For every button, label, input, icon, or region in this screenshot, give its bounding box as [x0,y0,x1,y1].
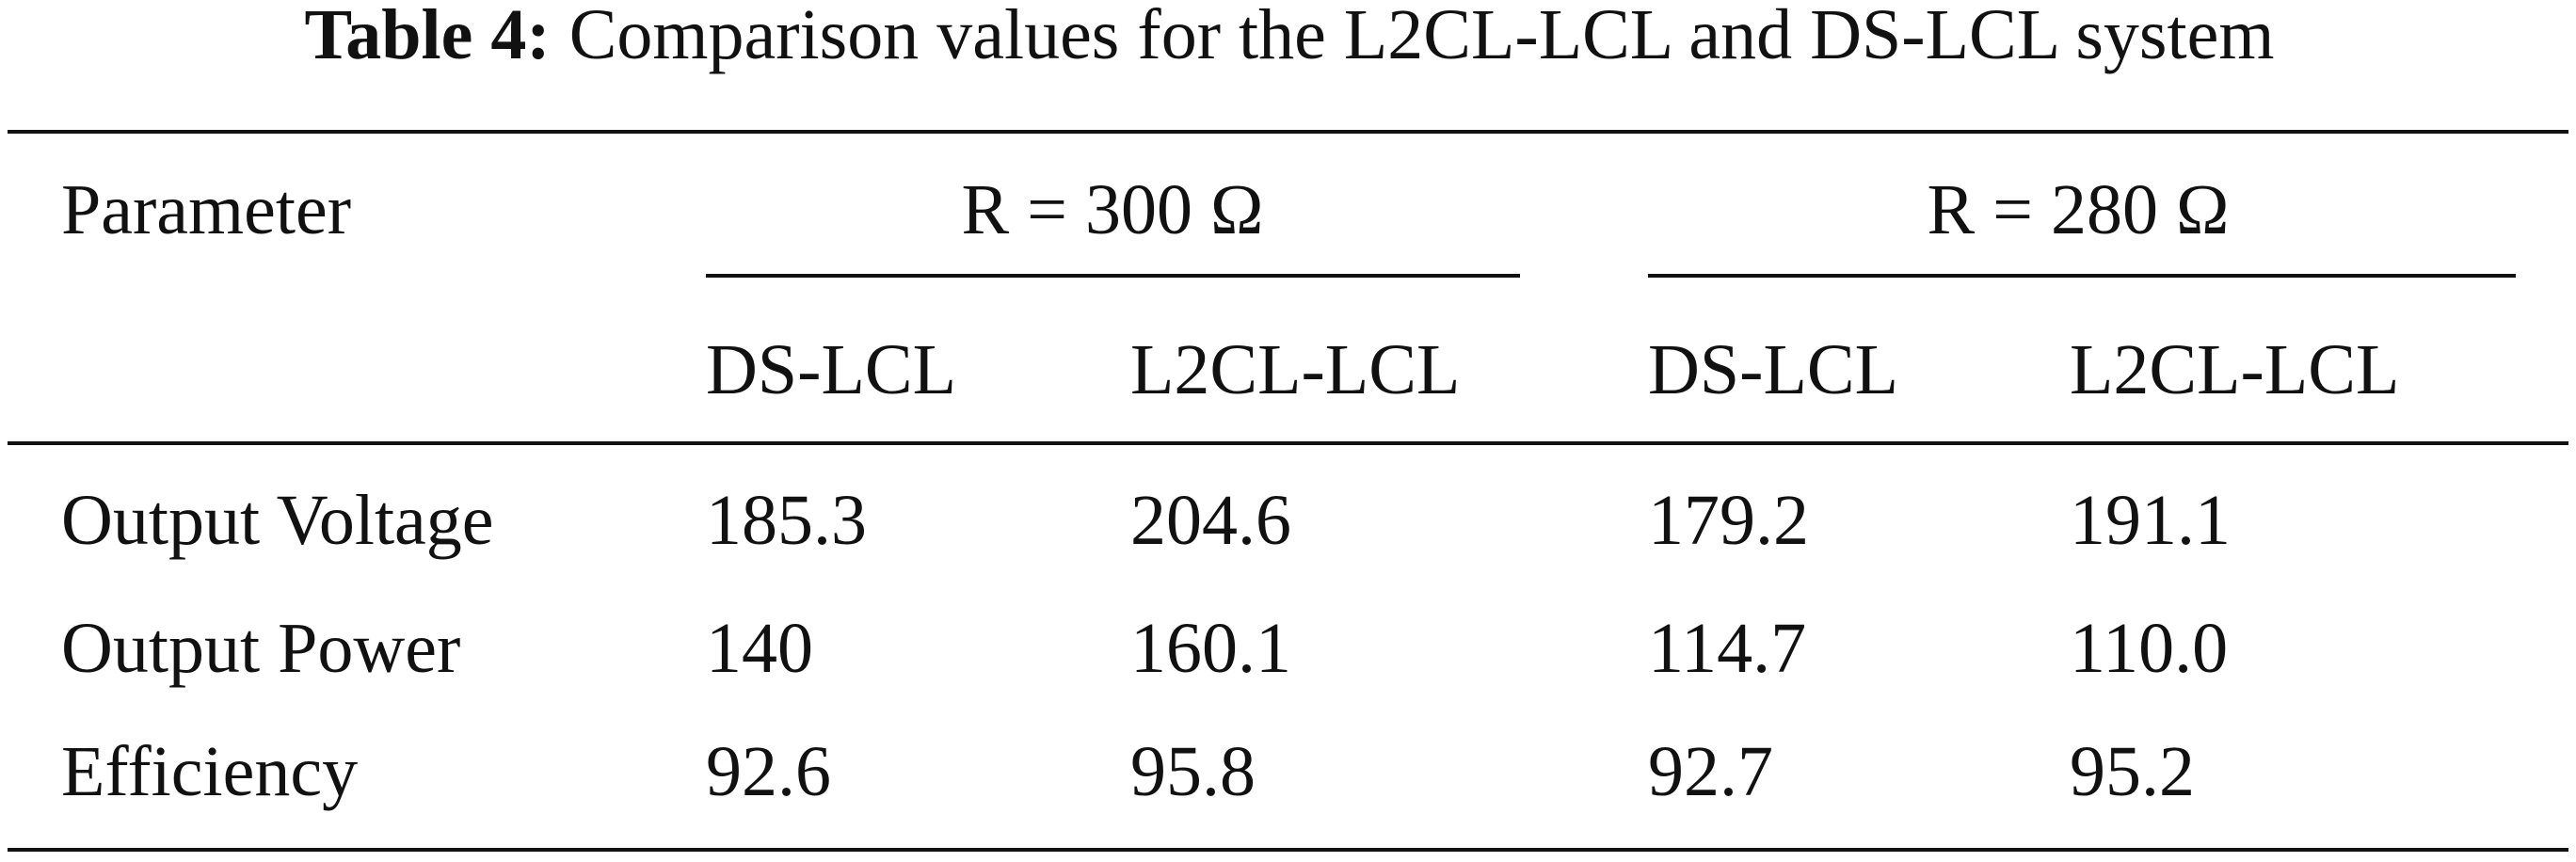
cell: 92.7 [1648,732,1773,811]
column-header: Parameter [61,170,351,249]
cell: 92.6 [706,732,831,811]
cell: 114.7 [1648,609,1806,688]
subheader: DS-LCL [706,330,956,409]
cell: 160.1 [1130,609,1291,688]
row-label: Output Power [61,609,460,688]
caption-label: Table 4: [305,0,551,74]
cell: 191.1 [2070,481,2231,560]
group-header: R = 280 Ω [1927,170,2229,249]
cell: 110.0 [2070,609,2228,688]
row-label: Efficiency [61,732,358,811]
cell: 179.2 [1648,481,1809,560]
subheader: DS-LCL [1648,330,1898,409]
cell: 95.8 [1130,732,1256,811]
cell: 140 [706,609,813,688]
caption: Table 4: Comparison values for the L2CL-L… [305,0,2275,74]
group-header: R = 300 Ω [961,170,1263,249]
subheader: L2CL-LCL [2070,330,2399,409]
row-label: Output Voltage [61,481,494,560]
subheader: L2CL-LCL [1130,330,1460,409]
cell: 204.6 [1130,481,1291,560]
cell: 185.3 [706,481,867,560]
caption-text: Comparison values for the L2CL-LCL and D… [569,0,2275,74]
cell: 95.2 [2070,732,2195,811]
